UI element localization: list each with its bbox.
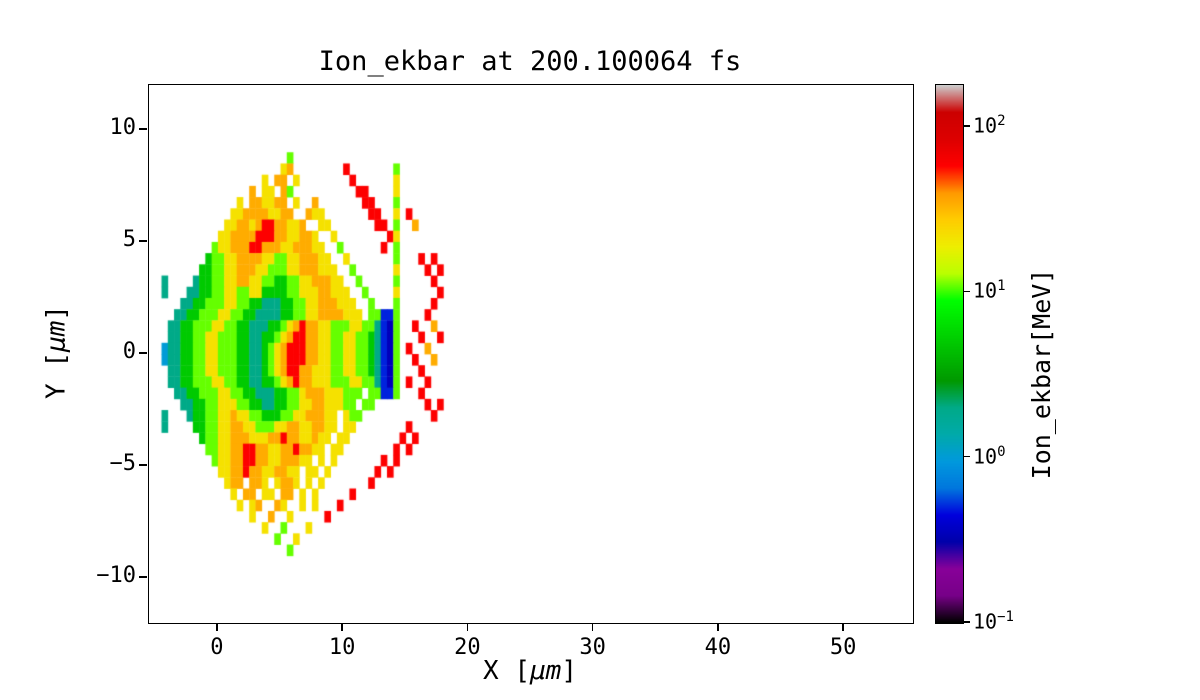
colorbar-tick-mark: [964, 125, 970, 127]
x-tick-label: 40: [704, 635, 732, 660]
x-axis-label: X [μm]: [148, 656, 912, 687]
colorbar-label: Ion_ekbar[MeV]: [1027, 268, 1056, 480]
x-tick-mark: [216, 623, 218, 631]
y-tick-label: −10: [96, 563, 136, 589]
x-tick-mark: [591, 623, 594, 631]
colorbar-tick-mark: [964, 290, 970, 293]
x-tick-label: 20: [454, 635, 481, 660]
x-tick-label: 30: [579, 635, 606, 660]
plot-area: [148, 84, 914, 624]
x-axis-label-prefix: X [: [483, 656, 530, 686]
y-tick-mark: [139, 128, 147, 130]
x-axis-unit: μm: [530, 656, 562, 686]
x-tick-label: 10: [328, 635, 356, 660]
colorbar-tick-label: 10−1: [973, 609, 1014, 634]
y-tick-mark: [139, 464, 147, 466]
y-tick-label: 5: [122, 226, 136, 252]
x-axis-label-suffix: ]: [561, 656, 577, 686]
y-axis-label-suffix: ]: [41, 305, 72, 321]
x-tick-label: 0: [210, 635, 224, 660]
colorbar-tick-mark: [964, 455, 970, 458]
y-tick-mark: [139, 576, 147, 578]
y-tick-label: 0: [122, 339, 136, 364]
colorbar-tick-mark: [964, 621, 970, 623]
x-tick-label: 50: [829, 635, 857, 660]
x-tick-mark: [717, 623, 719, 631]
colorbar: [935, 84, 964, 624]
x-tick-mark: [466, 623, 469, 631]
colorbar-tick-label: 100: [973, 443, 1006, 469]
y-tick-label: 10: [109, 114, 137, 140]
y-tick-mark: [139, 352, 147, 354]
y-tick-label: −5: [109, 451, 137, 477]
colorbar-tick-label: 101: [973, 278, 1006, 304]
colorbar-canvas: [936, 85, 963, 623]
chart-title: Ion_ekbar at 200.100064 fs: [318, 46, 742, 77]
y-tick-mark: [139, 240, 147, 242]
heatmap-canvas: [149, 85, 913, 623]
x-tick-mark: [842, 623, 844, 631]
colorbar-tick-label: 102: [973, 113, 1006, 138]
x-tick-mark: [341, 623, 343, 631]
